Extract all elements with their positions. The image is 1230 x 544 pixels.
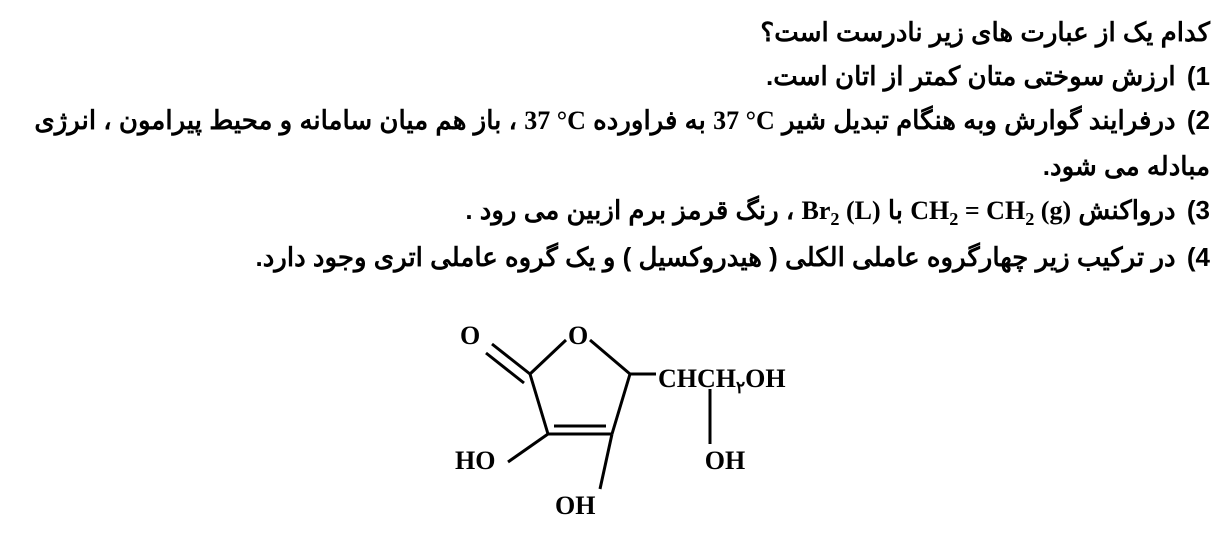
- svg-text:O: O: [568, 321, 588, 350]
- option-3-formula2: Br2 (L): [801, 196, 880, 225]
- option-3: 3) درواکنش CH2 = CH2 (g) با Br2 (L) ، رن…: [20, 188, 1210, 235]
- option-4-text: در ترکیب زیر چهارگروه عاملی الکلی ( هیدر…: [256, 242, 1176, 272]
- question-text: کدام یک از عبارت های زیر نادرست است؟: [20, 10, 1210, 54]
- option-1-text: ارزش سوختی متان کمتر از اتان است.: [766, 61, 1176, 91]
- option-3-mid: با: [881, 195, 903, 225]
- option-3-part1: درواکنش: [1071, 195, 1176, 225]
- svg-text:O: O: [460, 321, 480, 350]
- option-4: 4) در ترکیب زیر چهارگروه عاملی الکلی ( ه…: [20, 235, 1210, 279]
- option-3-part2: ، رنگ قرمز برم ازبین می رود .: [465, 195, 794, 225]
- option-2-temp1: 37 °C: [713, 106, 775, 135]
- option-1: 1) ارزش سوختی متان کمتر از اتان است.: [20, 54, 1210, 98]
- svg-text:OH: OH: [705, 446, 745, 475]
- svg-text:CHCH۲OH: CHCH۲OH: [658, 364, 786, 397]
- option-3-formula1: CH2 = CH2 (g): [910, 196, 1071, 225]
- option-3-num: 3): [1187, 195, 1210, 225]
- svg-text:HO: HO: [455, 446, 495, 475]
- option-2-temp2: 37 °C: [524, 106, 586, 135]
- option-2: 2) درفرایند گوارش وبه هنگام تبدیل شیر 37…: [20, 98, 1210, 187]
- option-1-num: 1): [1187, 61, 1210, 91]
- option-2-part1: درفرایند گوارش وبه هنگام تبدیل شیر: [775, 105, 1176, 135]
- option-2-num: 2): [1187, 105, 1210, 135]
- molecule-svg: O O HO OH OH CHCH۲OH: [400, 289, 880, 539]
- option-2-mid1: به فراورده: [586, 105, 706, 135]
- svg-text:OH: OH: [555, 491, 595, 520]
- molecule-diagram: O O HO OH OH CHCH۲OH: [400, 289, 880, 544]
- page: کدام یک از عبارت های زیر نادرست است؟ 1) …: [0, 0, 1230, 537]
- option-4-num: 4): [1187, 242, 1210, 272]
